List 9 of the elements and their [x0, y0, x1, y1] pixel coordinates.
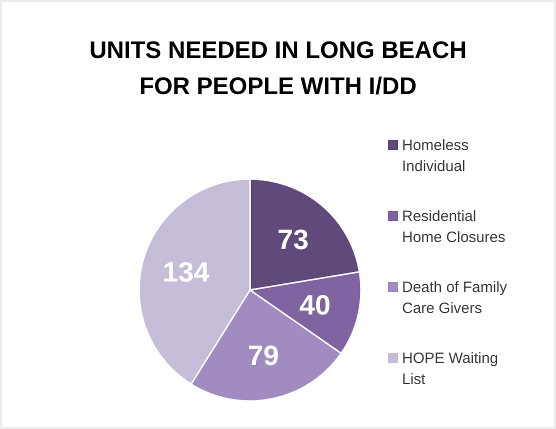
legend-label: Residential Home Closures — [402, 208, 506, 246]
legend-label: HOPE Waiting List — [402, 350, 498, 388]
data-label: 40 — [299, 289, 331, 320]
data-label: 134 — [162, 256, 210, 288]
legend-label: Death of Family Care Givers — [402, 279, 508, 317]
data-label: 79 — [248, 340, 279, 372]
chart-title: UNITS NEEDED IN LONG BEACH FOR PEOPLE WITH I/DD — [89, 37, 467, 100]
data-label: 73 — [278, 224, 309, 256]
legend-label: Homeless Individual — [402, 137, 469, 175]
